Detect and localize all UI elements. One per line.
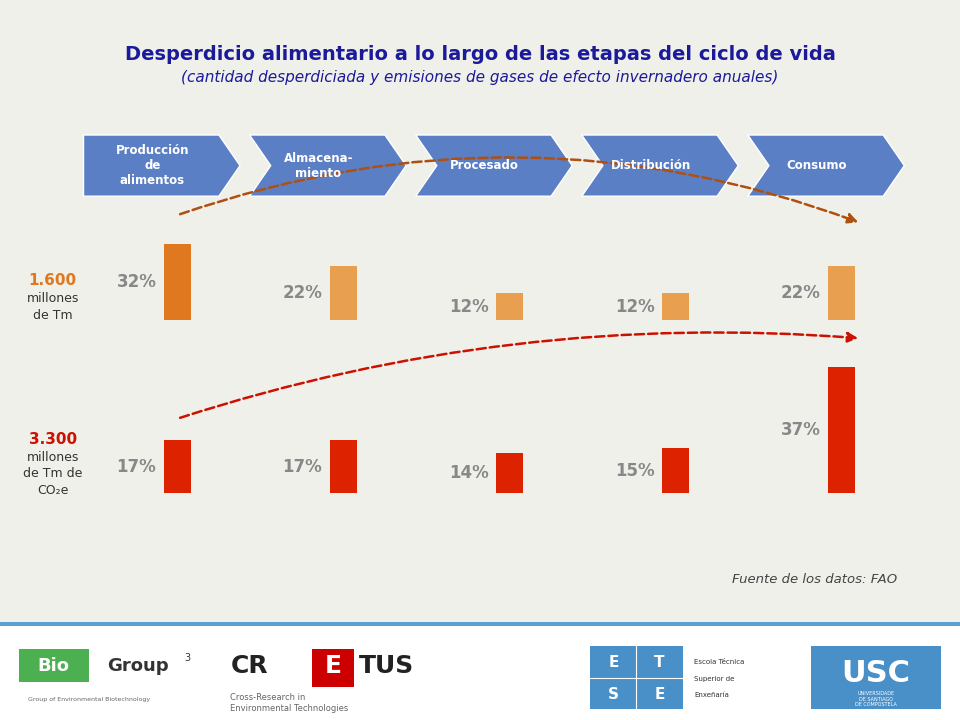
- FancyBboxPatch shape: [330, 440, 357, 493]
- FancyBboxPatch shape: [662, 448, 689, 493]
- Text: millones: millones: [27, 451, 79, 464]
- Text: E: E: [609, 654, 618, 670]
- Text: Distribución: Distribución: [611, 159, 691, 172]
- Text: 22%: 22%: [780, 284, 821, 302]
- Polygon shape: [84, 135, 240, 196]
- Text: T: T: [655, 654, 664, 670]
- Text: 1.600: 1.600: [29, 274, 77, 288]
- Text: USC: USC: [842, 659, 910, 688]
- Polygon shape: [582, 135, 738, 196]
- Text: 12%: 12%: [614, 298, 655, 316]
- Text: TUS: TUS: [359, 654, 414, 678]
- Text: CO₂e: CO₂e: [37, 484, 68, 497]
- Polygon shape: [416, 135, 572, 196]
- FancyBboxPatch shape: [164, 244, 191, 320]
- Text: 14%: 14%: [448, 464, 489, 482]
- Text: Bio: Bio: [37, 657, 70, 675]
- FancyBboxPatch shape: [811, 647, 941, 709]
- Text: 17%: 17%: [116, 458, 156, 476]
- Text: 17%: 17%: [282, 458, 323, 476]
- Text: de Tm de: de Tm de: [23, 467, 83, 480]
- Text: Consumo: Consumo: [786, 159, 847, 172]
- Polygon shape: [748, 135, 904, 196]
- FancyBboxPatch shape: [496, 294, 523, 320]
- FancyBboxPatch shape: [496, 453, 523, 493]
- Text: 32%: 32%: [116, 273, 156, 291]
- Text: E: E: [655, 687, 664, 702]
- FancyBboxPatch shape: [662, 294, 689, 320]
- Polygon shape: [250, 135, 406, 196]
- FancyBboxPatch shape: [313, 649, 354, 687]
- Text: 3: 3: [184, 653, 190, 663]
- FancyBboxPatch shape: [0, 623, 960, 720]
- FancyBboxPatch shape: [164, 440, 191, 493]
- Text: Fuente de los datos: FAO: Fuente de los datos: FAO: [732, 573, 898, 586]
- Text: 37%: 37%: [780, 421, 821, 439]
- Text: Group: Group: [107, 657, 169, 675]
- Text: 3.300: 3.300: [29, 432, 77, 446]
- Text: 12%: 12%: [448, 298, 489, 316]
- FancyBboxPatch shape: [19, 649, 88, 682]
- FancyBboxPatch shape: [828, 266, 855, 320]
- Text: Escola Técnica: Escola Técnica: [694, 660, 744, 665]
- Text: Producción
de
alimentos: Producción de alimentos: [115, 144, 189, 187]
- Text: Group of Environmental Biotechnology: Group of Environmental Biotechnology: [29, 697, 151, 701]
- Text: S: S: [608, 687, 619, 702]
- Text: Procesado: Procesado: [450, 159, 519, 172]
- Text: de Tm: de Tm: [33, 309, 73, 322]
- Text: 22%: 22%: [282, 284, 323, 302]
- Text: Superior de: Superior de: [694, 675, 734, 682]
- Text: millones: millones: [27, 292, 79, 305]
- Text: 15%: 15%: [615, 462, 655, 480]
- Text: Cross-Research in: Cross-Research in: [230, 693, 306, 702]
- Text: (cantidad desperdiciada y emisiones de gases de efecto invernadero anuales): (cantidad desperdiciada y emisiones de g…: [181, 70, 779, 84]
- Text: Almacena-
miento: Almacena- miento: [284, 152, 353, 179]
- Text: E: E: [325, 654, 342, 678]
- FancyBboxPatch shape: [330, 266, 357, 320]
- Text: Environmental Technologies: Environmental Technologies: [230, 704, 348, 714]
- FancyBboxPatch shape: [828, 367, 855, 493]
- Text: UNIVERSIDADE
DE SANTIAGO
DE COMPOSTELA: UNIVERSIDADE DE SANTIAGO DE COMPOSTELA: [855, 690, 897, 708]
- Text: Enxeñaría: Enxeñaría: [694, 692, 729, 698]
- FancyBboxPatch shape: [0, 622, 960, 626]
- Text: CR: CR: [230, 654, 268, 678]
- FancyBboxPatch shape: [590, 647, 683, 709]
- Text: Desperdicio alimentario a lo largo de las etapas del ciclo de vida: Desperdicio alimentario a lo largo de la…: [125, 45, 835, 63]
